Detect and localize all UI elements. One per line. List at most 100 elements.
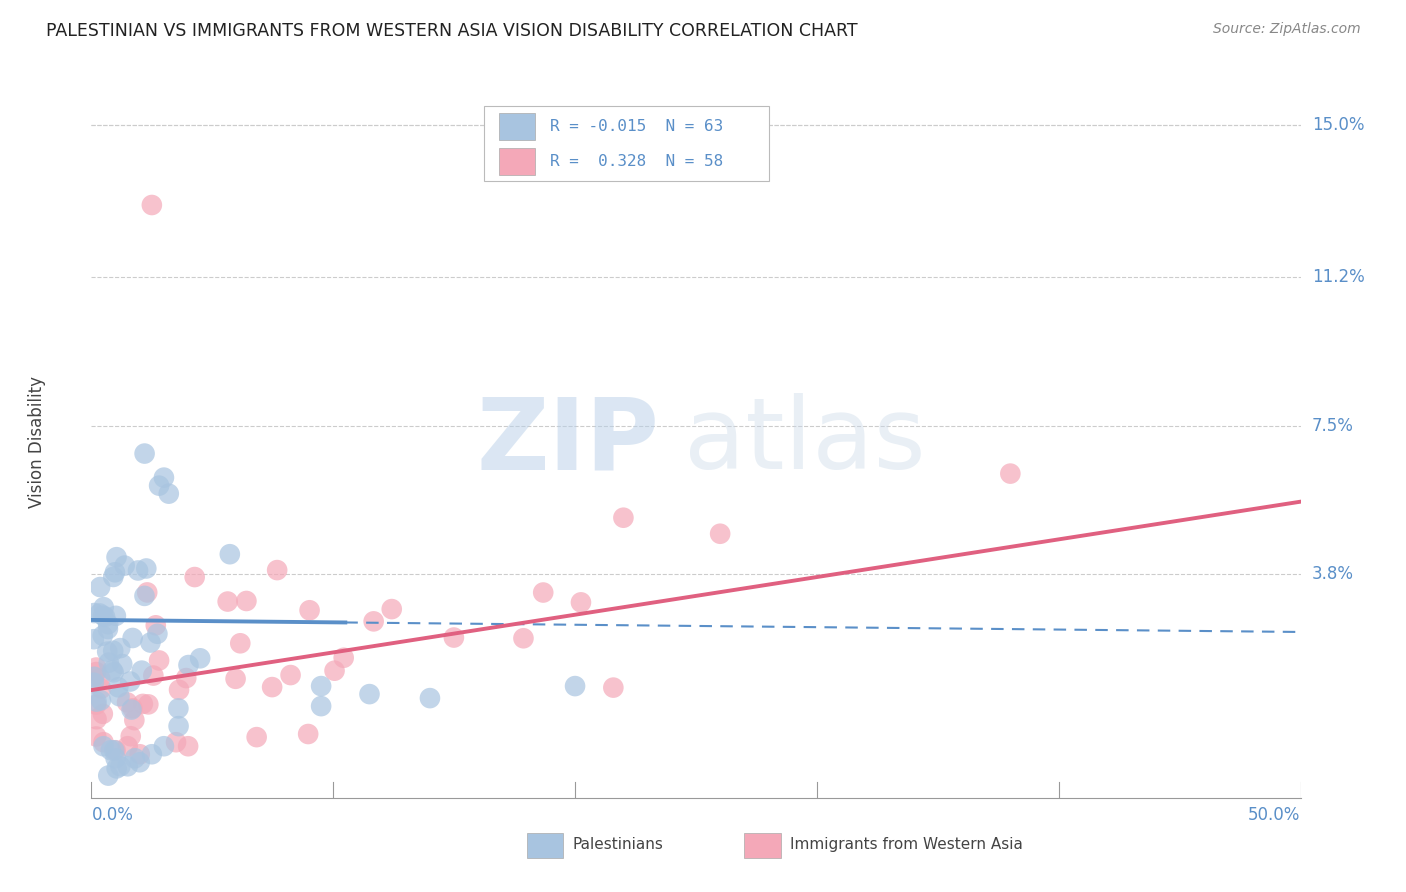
Point: [89, 607, 111, 621]
Point: [602, 681, 624, 695]
Point: [309, 679, 332, 693]
Point: [183, 570, 205, 584]
Bar: [499, 148, 536, 176]
Point: [165, 735, 187, 749]
Point: [117, 739, 139, 754]
Point: [90, 681, 112, 696]
Point: [177, 658, 200, 673]
Text: 7.5%: 7.5%: [1312, 417, 1354, 434]
Point: [101, 663, 124, 677]
Text: R =  0.328  N = 58: R = 0.328 N = 58: [550, 154, 723, 169]
Point: [104, 743, 127, 757]
Text: Palestinians: Palestinians: [572, 838, 664, 852]
Point: [105, 550, 128, 565]
Text: 0.0%: 0.0%: [91, 806, 134, 824]
Point: [117, 759, 139, 773]
Point: [235, 594, 257, 608]
Bar: [499, 113, 536, 140]
Point: [443, 631, 465, 645]
Point: [146, 627, 169, 641]
Point: [157, 486, 180, 500]
Point: [134, 589, 156, 603]
Point: [148, 653, 170, 667]
Point: [83, 632, 105, 647]
Point: [217, 594, 239, 608]
Point: [132, 697, 155, 711]
Point: [97, 622, 120, 636]
Point: [100, 743, 122, 757]
Point: [115, 695, 138, 709]
Point: [97, 617, 120, 632]
Point: [145, 618, 167, 632]
Point: [136, 698, 159, 712]
Point: [89, 580, 111, 594]
Point: [135, 561, 157, 575]
Point: [323, 664, 346, 678]
Point: [89, 671, 111, 685]
Point: [612, 510, 634, 524]
Point: [121, 701, 143, 715]
Point: [96, 645, 118, 659]
Point: [531, 585, 554, 599]
Point: [512, 632, 534, 646]
Point: [332, 650, 354, 665]
Text: ZIP: ZIP: [477, 393, 659, 490]
Point: [134, 446, 156, 460]
Point: [97, 656, 120, 670]
Point: [127, 564, 149, 578]
Point: [120, 729, 142, 743]
Point: [84, 660, 107, 674]
Text: 11.2%: 11.2%: [1312, 268, 1364, 286]
Point: [174, 671, 197, 685]
Point: [91, 608, 114, 623]
Point: [153, 739, 176, 754]
Point: [262, 680, 284, 694]
Point: [298, 603, 321, 617]
Point: [141, 747, 163, 762]
Point: [84, 698, 107, 712]
Text: atlas: atlas: [683, 393, 925, 490]
Point: [84, 665, 107, 679]
Point: [128, 747, 150, 762]
Point: [93, 600, 115, 615]
Point: [90, 693, 112, 707]
Point: [188, 651, 211, 665]
Point: [93, 739, 115, 754]
Point: [266, 563, 288, 577]
Point: [91, 629, 114, 643]
Point: [419, 691, 441, 706]
Point: [103, 644, 125, 658]
Point: [131, 664, 153, 678]
Text: Vision Disability: Vision Disability: [28, 376, 46, 508]
Point: [297, 727, 319, 741]
Text: 3.8%: 3.8%: [1312, 565, 1354, 582]
Point: [136, 585, 159, 599]
Point: [709, 526, 731, 541]
Point: [104, 566, 127, 580]
Point: [121, 631, 143, 645]
Point: [105, 761, 128, 775]
Point: [363, 615, 385, 629]
Text: Immigrants from Western Asia: Immigrants from Western Asia: [790, 838, 1024, 852]
Point: [167, 701, 190, 715]
Point: [104, 751, 127, 765]
Point: [83, 670, 105, 684]
Text: PALESTINIAN VS IMMIGRANTS FROM WESTERN ASIA VISION DISABILITY CORRELATION CHART: PALESTINIAN VS IMMIGRANTS FROM WESTERN A…: [46, 22, 858, 40]
Point: [91, 706, 114, 721]
Point: [124, 713, 146, 727]
Point: [1000, 467, 1022, 481]
Point: [93, 735, 115, 749]
Point: [246, 730, 269, 744]
Bar: [744, 832, 780, 857]
Point: [564, 679, 586, 693]
Point: [124, 751, 146, 765]
Point: [83, 675, 105, 690]
Point: [103, 570, 125, 584]
Point: [114, 558, 136, 573]
Point: [167, 719, 190, 733]
Text: 50.0%: 50.0%: [1249, 806, 1301, 824]
Point: [167, 682, 190, 697]
Point: [569, 595, 592, 609]
Point: [139, 635, 162, 649]
Point: [381, 602, 404, 616]
